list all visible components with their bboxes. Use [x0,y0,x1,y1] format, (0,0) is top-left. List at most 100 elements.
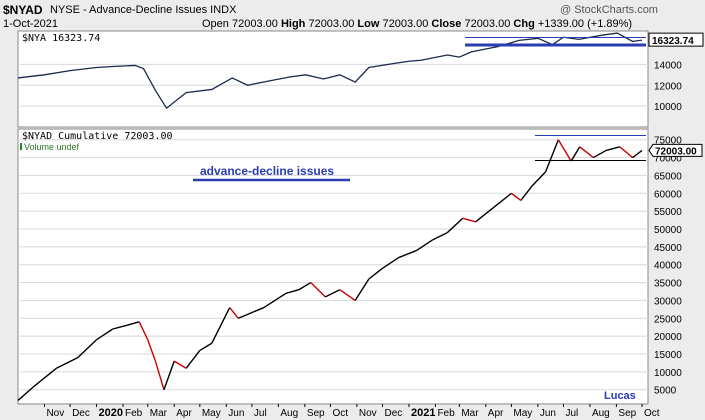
nyad-series-segment [77,339,98,359]
nyad-series-segment [263,292,287,309]
nya-series-line [17,32,643,110]
nyad-series-segment [310,282,326,298]
nyad-y-tick: 70000 [654,154,682,165]
nyad-series-segment [382,256,400,269]
volume-legend: Volume undef [24,142,80,152]
nyad-y-tick: 75000 [654,136,682,147]
chg-label: Chg [513,18,535,30]
chart-date: 1-Oct-2021 [3,18,59,30]
nyad-series-segment [619,146,634,159]
nyad-series-segment [246,306,265,316]
nyad-series-segment [33,367,57,387]
nyad-last-value: 72003.00 [655,146,697,157]
nyad-series-segment [126,321,140,327]
nyad-series-segment [354,278,370,301]
x-tick-label: Feb [437,408,455,419]
ohlc-readout: Open 72003.00 High 72003.00 Low 72003.00… [202,18,632,30]
nyad-series-segment [520,185,533,201]
nyad-series-segment [154,360,165,390]
nyad-series-segment [579,146,594,159]
x-tick-label: Sep [307,408,325,419]
high-value: 72003.00 [308,18,355,30]
nyad-series-segment [56,356,79,369]
nyad-series-segment [138,321,149,341]
nyad-series-segment [325,289,341,298]
nyad-y-tick: 65000 [654,171,682,182]
nyad-series-segment [605,146,621,152]
x-tick-label: May [513,408,532,419]
nyad-y-tick: 30000 [654,296,682,307]
nyad-y-tick: 50000 [654,225,682,236]
x-tick-label: Jul [254,408,267,419]
nyad-series-segment [163,360,175,390]
author-signature: Lucas [604,390,636,402]
open-label: Open [202,18,229,30]
high-label: High [280,18,306,30]
close-label: Close [431,18,462,30]
x-tick-label: Dec [72,408,90,419]
low-label: Low [357,18,380,30]
nyad-series-segment [462,217,476,223]
x-tick-label: Mar [461,408,479,419]
nyad-series-segment [557,139,572,162]
nyad-series-segment [593,149,607,159]
nyad-series-segment [368,267,383,280]
nyad-series-segment [416,239,434,252]
nya-y-tick: 10000 [654,102,682,113]
nyad-series-segment [432,231,448,241]
nyad-series-segment [237,314,248,319]
nya-panel [17,30,649,128]
nyad-y-tick: 55000 [654,207,682,218]
x-tick-label: Jul [565,408,578,419]
x-tick-label: Aug [280,408,298,419]
annotation-text: advance-decline issues [200,164,334,178]
x-tick-label: Oct [644,408,660,419]
symbol-label: $NYAD [3,3,43,17]
nyad-series-segment [298,281,312,291]
nyad-y-tick: 20000 [654,332,682,343]
x-tick-label: Feb [125,408,143,419]
nyad-series-segment [147,339,157,362]
nyad-y-tick: 40000 [654,261,682,272]
symbol-description: NYSE - Advance-Decline Issues INDX [50,4,237,16]
x-tick-label: Aug [592,408,610,419]
nyad-series-segment [199,342,213,352]
nyad-series-segment [112,324,127,330]
nyad-last-value-box [648,143,703,157]
nyad-title: $NYAD Cumulative 72003.00 [22,131,173,142]
stockcharts-watermark: @ StockCharts.com [560,4,658,16]
nyad-y-tick: 15000 [654,350,682,361]
open-value: 72003.00 [231,18,278,30]
nyad-series-segment [96,328,114,341]
nyad-series-segment [632,149,643,159]
nyad-y-tick: 25000 [654,314,682,325]
nyad-series-segment [173,360,187,369]
x-tick-label: Jun [540,408,556,419]
nya-y-tick: 12000 [654,81,682,92]
nyad-y-tick: 45000 [654,243,682,254]
low-value: 72003.00 [382,18,429,30]
nya-last-value: 16323.74 [652,36,694,47]
nya-last-value-box [648,32,704,47]
x-tick-label: Nov [46,408,64,419]
x-tick-label: Dec [385,408,403,419]
nyad-series-segment [446,217,464,234]
nyad-series-segment [285,289,300,294]
nyad-series-segment [531,171,547,187]
x-tick-label: Apr [488,408,504,419]
x-tick-label: Apr [176,408,192,419]
x-tick-label: Sep [618,408,636,419]
volume-bar-icon [20,143,22,150]
nyad-series-segment [544,139,560,173]
nyad-series-segment [475,207,494,223]
nyad-series-segment [510,192,522,201]
x-tick-label: Nov [359,408,377,419]
x-tick-label: 2021 [411,407,435,419]
nya-y-tick: 14000 [654,60,682,71]
x-tick-label: May [202,408,221,419]
x-tick-label: 2020 [99,407,123,419]
nyad-y-tick: 60000 [654,189,682,200]
nyad-series-segment [211,307,231,344]
nyad-y-tick: 10000 [654,368,682,379]
